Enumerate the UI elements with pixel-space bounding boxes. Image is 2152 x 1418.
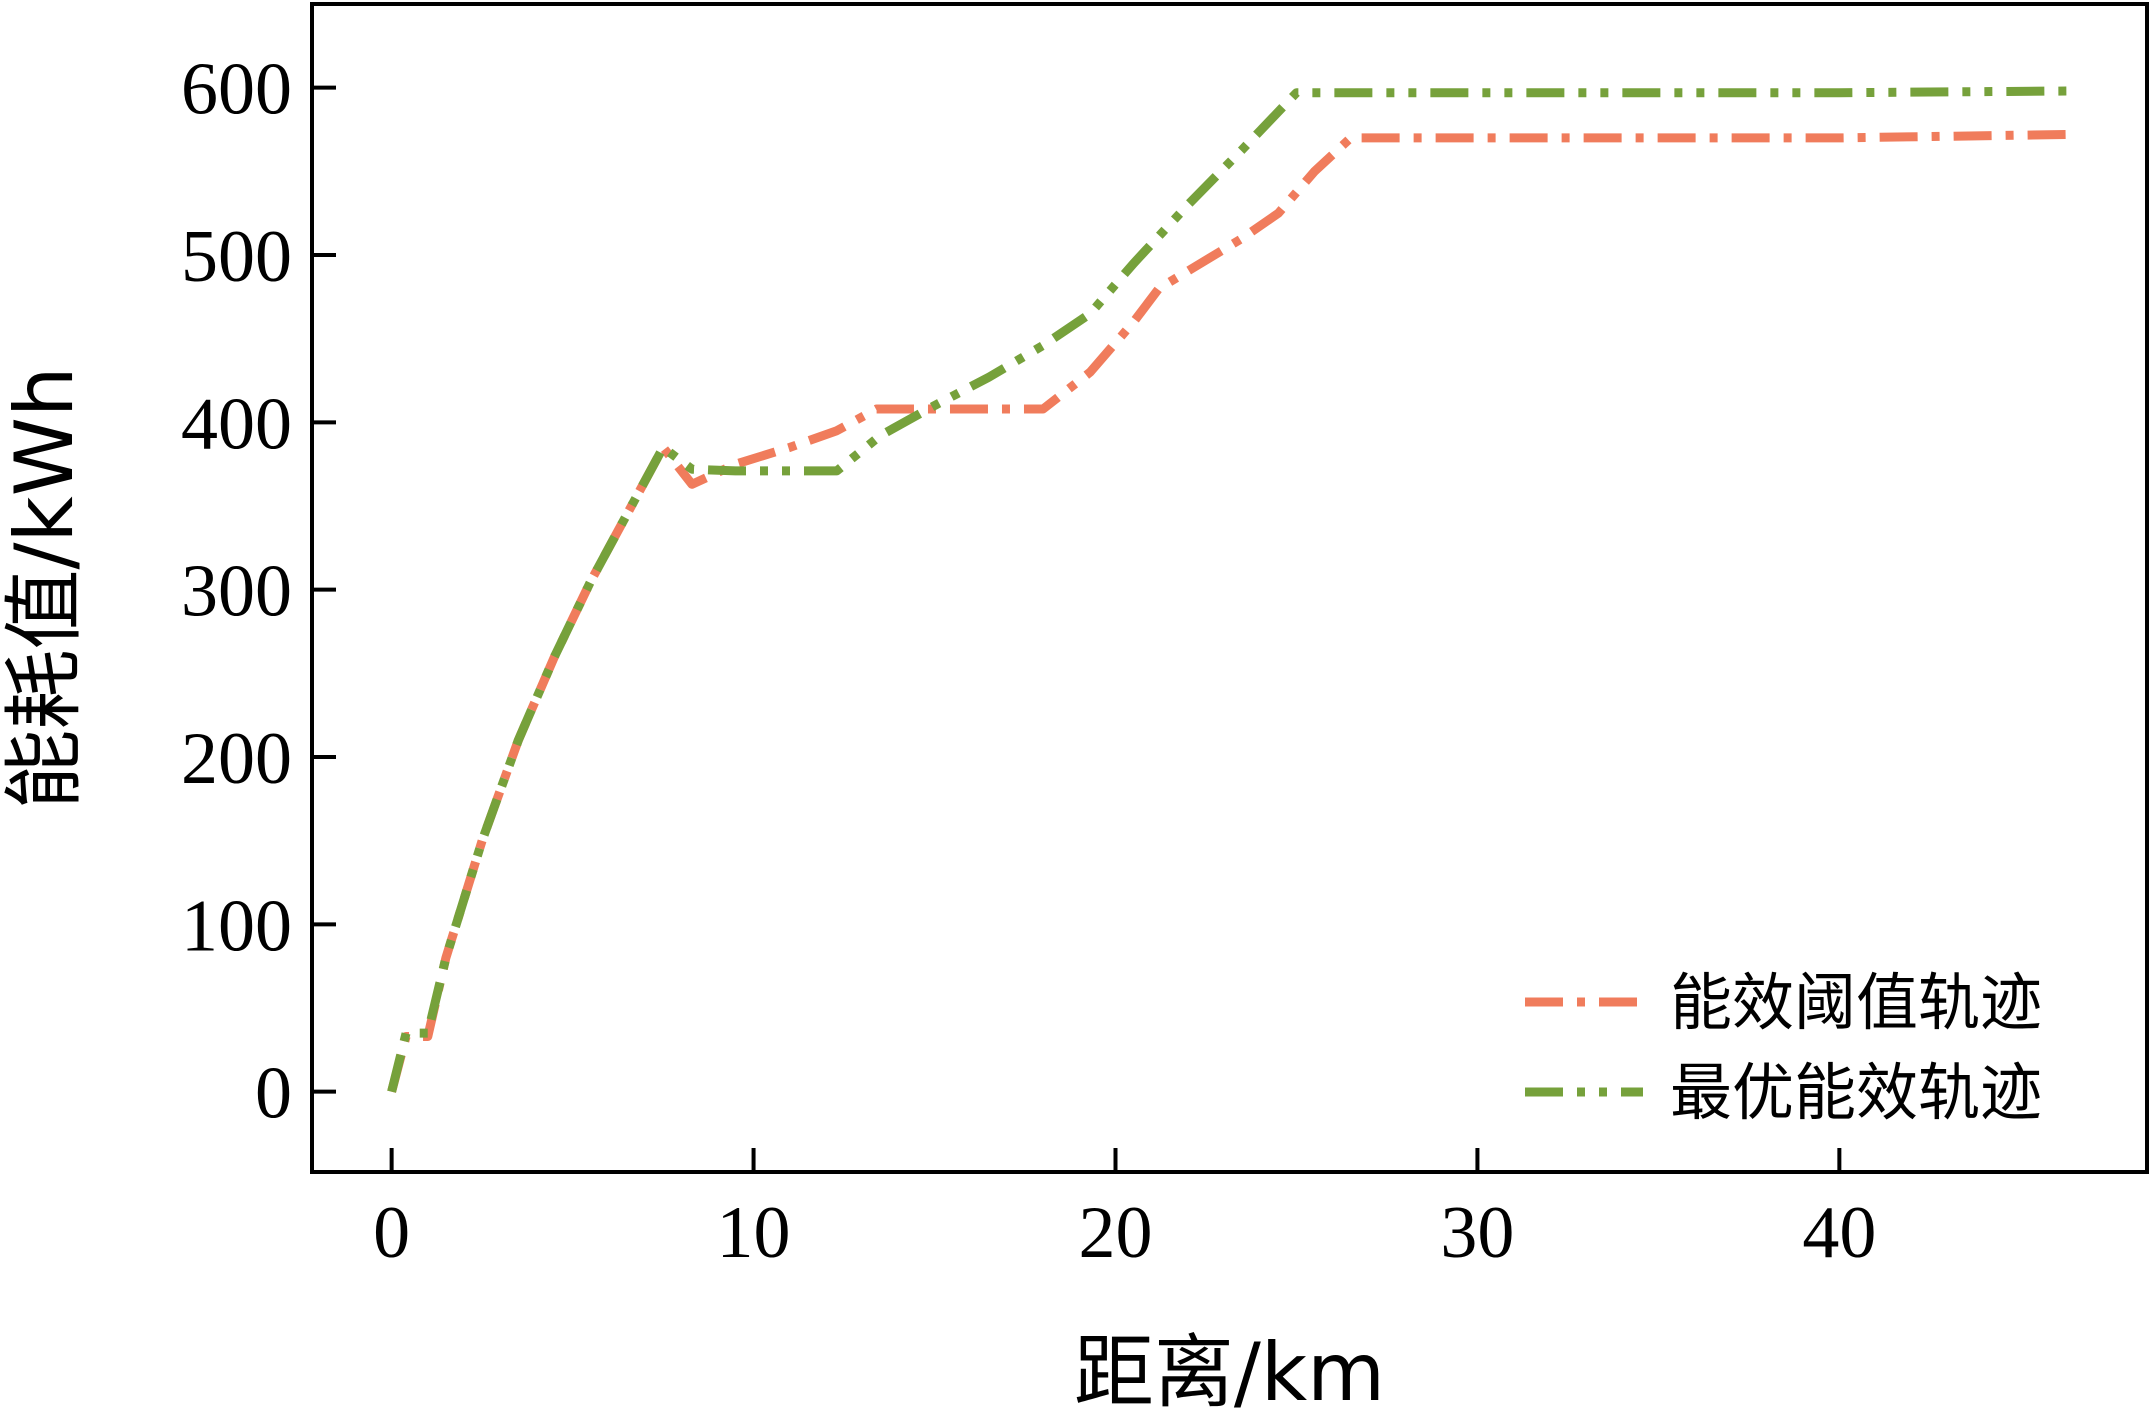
x-tick-label: 0 bbox=[373, 1192, 410, 1274]
series-layer bbox=[387, 86, 2068, 1093]
y-tick-label: 400 bbox=[181, 383, 292, 465]
legend-label-1: 能效阈值轨迹 bbox=[1670, 966, 2042, 1039]
y-axis-title: 能耗值/kWh bbox=[0, 366, 91, 809]
y-tick-label: 0 bbox=[255, 1053, 292, 1135]
x-tick-label: 10 bbox=[717, 1192, 791, 1274]
y-tick-label: 600 bbox=[181, 49, 292, 131]
legend-label-2: 最优能效轨迹 bbox=[1670, 1056, 2042, 1129]
plot-frame bbox=[310, 2, 2149, 1174]
x-tick-label: 20 bbox=[1078, 1192, 1152, 1274]
x-axis-title: 距离/km bbox=[1074, 1326, 1385, 1418]
y-tick-label: 500 bbox=[181, 216, 292, 298]
y-tick-label: 300 bbox=[181, 551, 292, 633]
y-tick-label: 100 bbox=[181, 885, 292, 967]
x-tick-label: 40 bbox=[1802, 1192, 1876, 1274]
y-tick-label: 200 bbox=[181, 718, 292, 800]
x-tick-label: 30 bbox=[1440, 1192, 1514, 1274]
series-line-1 bbox=[387, 130, 2068, 1093]
